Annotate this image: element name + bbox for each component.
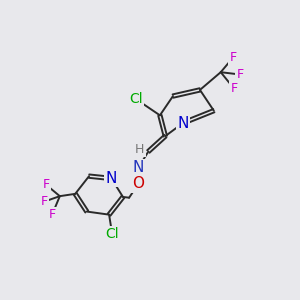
Text: Cl: Cl xyxy=(105,227,119,241)
Text: F: F xyxy=(41,195,48,208)
Text: O: O xyxy=(132,176,144,191)
Text: N: N xyxy=(133,160,144,175)
Text: N: N xyxy=(106,171,117,186)
Text: H: H xyxy=(135,143,145,157)
Text: Cl: Cl xyxy=(129,92,143,106)
Text: F: F xyxy=(230,82,237,95)
Text: F: F xyxy=(230,51,237,64)
Text: F: F xyxy=(236,68,244,81)
Text: F: F xyxy=(49,208,56,221)
Text: F: F xyxy=(42,178,50,191)
Text: N: N xyxy=(177,116,189,130)
